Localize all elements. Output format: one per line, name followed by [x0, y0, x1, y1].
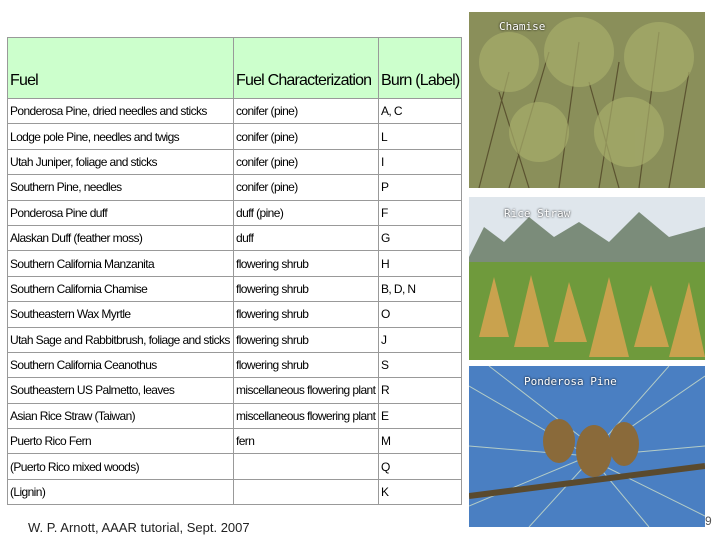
table-cell: Ponderosa Pine duff — [7, 199, 234, 226]
table-row: Southeastern US Palmetto, leaves miscella… — [7, 377, 463, 404]
table-row: Ponderosa Pine, dried needles and sticks… — [7, 97, 463, 125]
table-cell: R — [377, 377, 463, 404]
table-cell: Asian Rice Straw (Taiwan) — [7, 402, 234, 430]
table-cell: O — [377, 301, 463, 328]
table-cell: J — [377, 326, 463, 353]
table-row: Ponderosa Pine duff duff (pine) F — [7, 199, 463, 226]
table-cell: Southern California Chamise — [7, 275, 234, 303]
table-cell: K — [377, 478, 463, 506]
table-cell: fern — [233, 428, 379, 455]
chamise-photo — [469, 12, 705, 188]
header-cell: Fuel Characterization — [233, 37, 379, 99]
table-cell — [233, 453, 379, 480]
table-cell: flowering shrub — [233, 351, 379, 379]
table-row: Utah Juniper, foliage and sticks conifer … — [7, 148, 463, 176]
table-cell — [233, 478, 379, 506]
table-cell: E — [377, 402, 463, 430]
table-cell: A, C — [377, 97, 463, 125]
table-cell: flowering shrub — [233, 301, 379, 328]
table-row: Asian Rice Straw (Taiwan) miscellaneous f… — [7, 402, 463, 430]
table-cell: miscellaneous flowering plant — [233, 377, 379, 404]
table-cell: conifer (pine) — [233, 97, 379, 125]
table-cell: G — [377, 224, 463, 252]
table-cell: Southern California Ceanothus — [7, 351, 234, 379]
table-cell: miscellaneous flowering plant — [233, 402, 379, 430]
table-cell: Southeastern Wax Myrtle — [7, 301, 234, 328]
header-cell: Fuel — [7, 37, 234, 99]
table-row: Southern California Manzanita flowering s… — [7, 250, 463, 277]
table-cell: (Puerto Rico mixed woods) — [7, 453, 234, 480]
table-cell: P — [377, 174, 463, 201]
table-cell: conifer (pine) — [233, 148, 379, 176]
table-cell: Southeastern US Palmetto, leaves — [7, 377, 234, 404]
table-cell: (Lignin) — [7, 478, 234, 506]
table-row: Alaskan Duff (feather moss) duff G — [7, 224, 463, 252]
table-cell: conifer (pine) — [233, 174, 379, 201]
table-cell: L — [377, 123, 463, 150]
header-row: Fuel Fuel Characterization Burn (Label) — [7, 37, 463, 99]
table-cell: duff (pine) — [233, 199, 379, 226]
table-cell: flowering shrub — [233, 250, 379, 277]
header-cell: Burn (Label) — [377, 37, 463, 99]
table-cell: conifer (pine) — [233, 123, 379, 150]
table-cell: Q — [377, 453, 463, 480]
table-cell: flowering shrub — [233, 275, 379, 303]
table-row: Puerto Rico Fern fern M — [7, 428, 463, 455]
table-row: (Puerto Rico mixed woods) Q — [7, 453, 463, 480]
photo-label: Chamise — [499, 20, 546, 33]
fuel-table: Fuel Fuel Characterization Burn (Label) … — [7, 37, 463, 506]
table-cell: flowering shrub — [233, 326, 379, 353]
table-cell: Alaskan Duff (feather moss) — [7, 224, 234, 252]
table-cell: Utah Sage and Rabbitbrush, foliage and s… — [7, 326, 234, 353]
table-cell: Ponderosa Pine, dried needles and sticks — [7, 97, 234, 125]
table-cell: duff — [233, 224, 379, 252]
table-row: Utah Sage and Rabbitbrush, foliage and s… — [7, 326, 463, 353]
table-cell: F — [377, 199, 463, 226]
rice-straw-photo — [469, 197, 705, 360]
table-row: Southern California Ceanothus flowering s… — [7, 351, 463, 379]
table-cell: Utah Juniper, foliage and sticks — [7, 148, 234, 176]
table-cell: Lodge pole Pine, needles and twigs — [7, 123, 234, 150]
table-cell: Southern Pine, needles — [7, 174, 234, 201]
table-cell: Puerto Rico Fern — [7, 428, 234, 455]
table-row: (Lignin) K — [7, 478, 463, 506]
table-row: Lodge pole Pine, needles and twigs conife… — [7, 123, 463, 150]
table-row: Southern California Chamise flowering shr… — [7, 275, 463, 303]
table-row: Southeastern Wax Myrtle flowering shrub O — [7, 301, 463, 328]
table-cell: I — [377, 148, 463, 176]
footer: W. P. Arnott, AAAR tutorial, Sept. 2007 — [28, 520, 250, 535]
table-cell: M — [377, 428, 463, 455]
table-cell: B, D, N — [377, 275, 463, 303]
table-cell: H — [377, 250, 463, 277]
photo-label: Ponderosa Pine — [524, 375, 617, 388]
photo-label: Rice Straw — [504, 207, 571, 220]
table-cell: Southern California Manzanita — [7, 250, 234, 277]
table-row: Southern Pine, needles conifer (pine) P — [7, 174, 463, 201]
page-number: 9 — [705, 514, 712, 528]
ponderosa-pine-photo — [469, 366, 705, 527]
table-cell: S — [377, 351, 463, 379]
